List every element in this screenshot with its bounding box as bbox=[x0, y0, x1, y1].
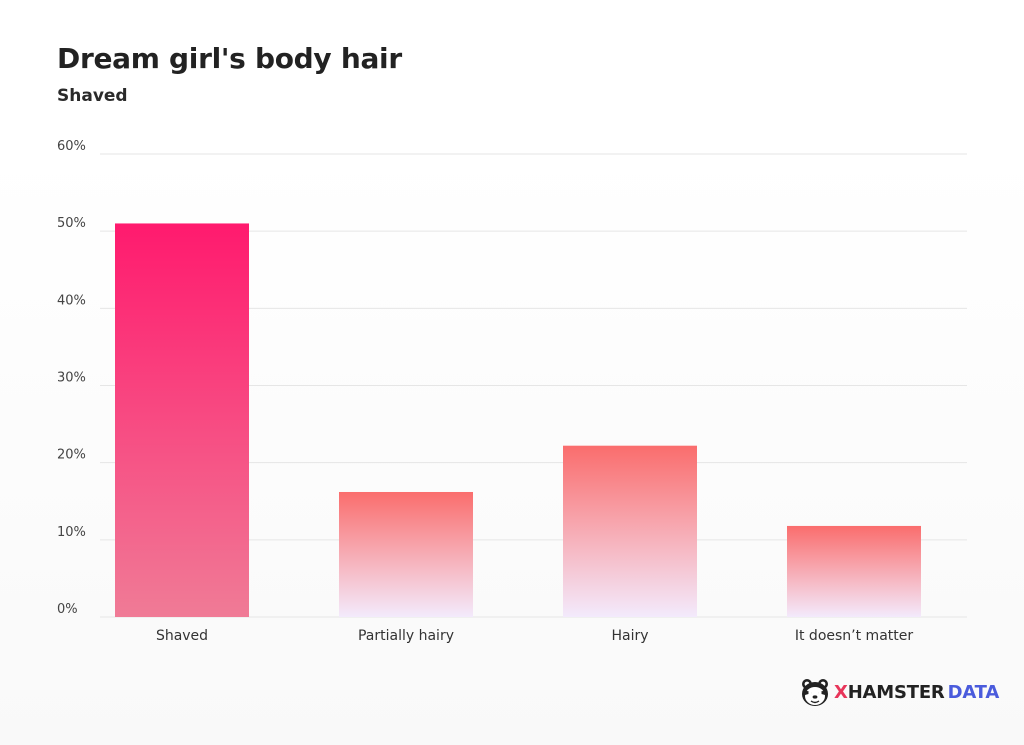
bar bbox=[115, 223, 249, 617]
bar bbox=[563, 445, 697, 617]
hamster-face-icon bbox=[802, 679, 828, 706]
y-axis-ticks: 0% 10% 20% 30% 40% 50% 60% bbox=[57, 139, 86, 617]
y-tick-label: 60% bbox=[57, 139, 86, 154]
bar bbox=[339, 491, 473, 617]
x-axis-ticks: Shaved Partially hairy Hairy It doesn’t mat… bbox=[156, 628, 913, 644]
x-tick-label: Hairy bbox=[611, 628, 648, 644]
chart-subtitle: Shaved bbox=[57, 86, 128, 106]
brand-logo: XHAMSTER DATA bbox=[800, 677, 999, 707]
x-tick-label: It doesn’t matter bbox=[795, 628, 913, 644]
brand-x: X bbox=[834, 681, 848, 703]
y-tick-label: 40% bbox=[57, 293, 86, 308]
chart-title: Dream girl's body hair bbox=[57, 42, 402, 75]
bar bbox=[787, 525, 921, 617]
y-tick-label: 0% bbox=[57, 602, 78, 617]
x-tick-label: Shaved bbox=[156, 628, 208, 644]
y-tick-label: 10% bbox=[57, 525, 86, 540]
y-tick-label: 50% bbox=[57, 216, 86, 231]
bars bbox=[115, 223, 921, 617]
y-tick-label: 20% bbox=[57, 448, 86, 463]
x-tick-label: Partially hairy bbox=[358, 628, 454, 644]
brand-data: DATA bbox=[947, 681, 1000, 703]
y-tick-label: 30% bbox=[57, 371, 86, 386]
brand-hamster: HAMSTER bbox=[847, 681, 945, 703]
